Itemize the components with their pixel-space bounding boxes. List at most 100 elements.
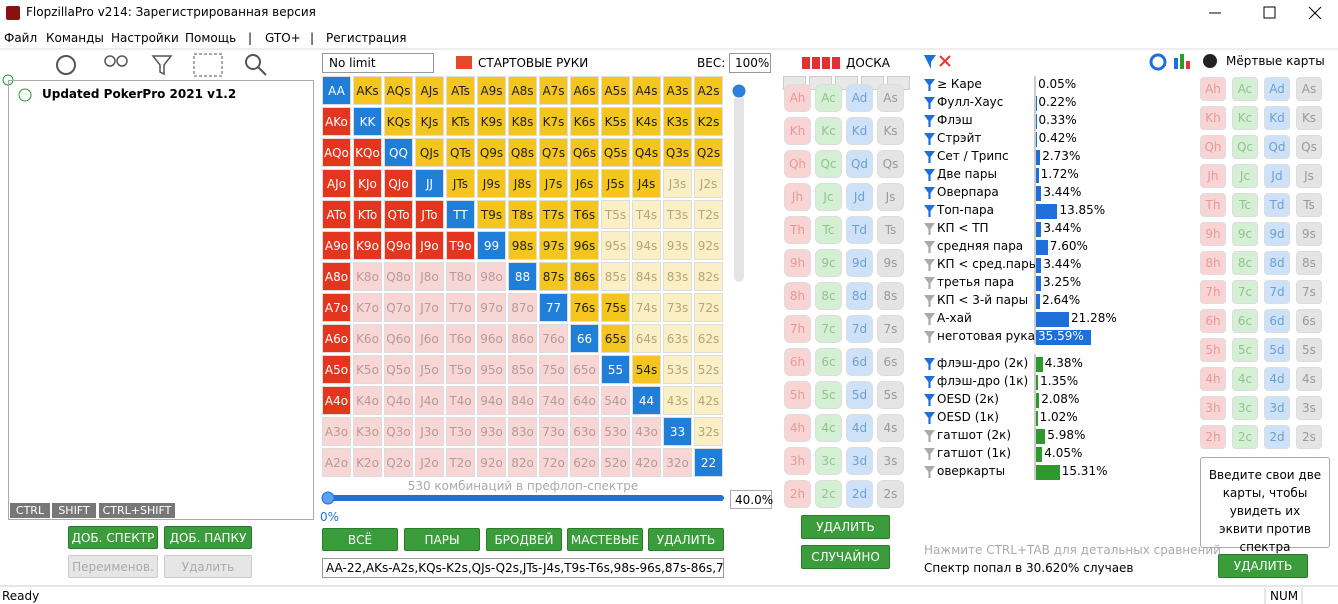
hand-cell[interactable]: 77 (539, 293, 568, 322)
hand-cell[interactable]: 62s (694, 324, 723, 353)
button[interactable]: Переименов. (68, 555, 158, 578)
board-card[interactable]: 3c (815, 447, 842, 475)
hand-cell[interactable]: Q8s (508, 138, 537, 167)
stat-label[interactable]: третья пара (937, 275, 1015, 289)
hand-cell[interactable]: 85o (508, 355, 537, 384)
hand-cell[interactable]: QTs (446, 138, 475, 167)
hand-cell[interactable]: 92s (694, 231, 723, 260)
hand-cell[interactable]: T6o (446, 324, 475, 353)
button[interactable]: УДАЛИТЬ (801, 515, 890, 539)
hand-cell[interactable]: 72s (694, 293, 723, 322)
hand-cell[interactable]: Q7s (539, 138, 568, 167)
dead-card[interactable]: Ac (1232, 77, 1258, 101)
menu-item[interactable]: Регистрация (326, 31, 407, 45)
hand-cell[interactable]: Q4s (632, 138, 661, 167)
hand-cell[interactable]: 76s (570, 293, 599, 322)
hand-cell[interactable]: QJo (384, 169, 413, 198)
filter-toggle[interactable] (924, 331, 935, 343)
stat-label[interactable]: Флэш (937, 113, 973, 127)
hand-cell[interactable]: 75s (601, 293, 630, 322)
chart-icon[interactable] (1174, 58, 1178, 69)
hand-cell[interactable]: Q5s (601, 138, 630, 167)
hand-cell[interactable]: A3s (663, 76, 692, 105)
hand-cell[interactable]: A2o (322, 448, 351, 477)
dead-card[interactable]: 7s (1296, 280, 1322, 304)
board-card[interactable]: As (877, 84, 904, 112)
dead-card[interactable]: 6s (1296, 309, 1322, 333)
board-card[interactable]: Tc (815, 216, 842, 244)
hand-cell[interactable]: 83o (508, 417, 537, 446)
hand-cell[interactable]: JJ (415, 169, 444, 198)
board-card[interactable]: 3h (784, 447, 811, 475)
dead-card[interactable]: 3h (1200, 396, 1226, 420)
hand-cell[interactable]: KTo (353, 200, 382, 229)
maximize[interactable] (1263, 6, 1276, 19)
dead-card[interactable]: 6d (1264, 309, 1290, 333)
dead-card[interactable]: 4d (1264, 367, 1290, 391)
players-icon[interactable] (104, 55, 116, 67)
stat-label[interactable]: гатшот (2к) (937, 428, 1012, 442)
board-card[interactable]: 7h (784, 315, 811, 343)
board-card[interactable]: 6s (877, 348, 904, 376)
hand-cell[interactable]: J7s (539, 169, 568, 198)
hand-cell[interactable]: A6o (322, 324, 351, 353)
hand-cell[interactable]: 73s (663, 293, 692, 322)
hand-cell[interactable]: T5o (446, 355, 475, 384)
hand-cell[interactable]: K8s (508, 107, 537, 136)
hand-cell[interactable]: 62o (570, 448, 599, 477)
board-card[interactable]: 7s (877, 315, 904, 343)
hand-cell[interactable]: 53s (663, 355, 692, 384)
dead-card[interactable]: Jd (1264, 164, 1290, 188)
hand-cell[interactable]: 42o (632, 448, 661, 477)
hand-cell[interactable]: Q4o (384, 386, 413, 415)
stat-label[interactable]: OESD (1к) (937, 410, 999, 424)
board-card[interactable]: 2d (846, 480, 873, 508)
board-card[interactable]: 4s (877, 414, 904, 442)
board-card[interactable]: Td (846, 216, 873, 244)
filter-toggle[interactable] (924, 151, 935, 163)
button[interactable]: УДАЛИТЬ (648, 528, 724, 551)
hand-cell[interactable]: 72o (539, 448, 568, 477)
board-card[interactable]: Jd (846, 183, 873, 211)
board-card[interactable]: 7c (815, 315, 842, 343)
board-card[interactable]: Jc (815, 183, 842, 211)
dead-card[interactable]: Ah (1200, 77, 1226, 101)
board-card[interactable]: 7d (846, 315, 873, 343)
filter-toggle[interactable] (924, 394, 935, 406)
hand-cell[interactable]: ATo (322, 200, 351, 229)
dead-card[interactable]: 9s (1296, 222, 1322, 246)
dead-card[interactable]: 2h (1200, 425, 1226, 449)
dead-card[interactable]: 7c (1232, 280, 1258, 304)
menu-item[interactable]: Команды (46, 31, 104, 45)
hand-cell[interactable]: A9s (477, 76, 506, 105)
hand-cell[interactable]: K9o (353, 231, 382, 260)
board-card[interactable]: Js (877, 183, 904, 211)
menu-item[interactable]: | (248, 31, 253, 45)
filter-toggle[interactable] (924, 79, 935, 91)
dead-card[interactable]: 5c (1232, 338, 1258, 362)
hand-cell[interactable]: 44 (632, 386, 661, 415)
hand-cell[interactable]: 52s (694, 355, 723, 384)
board-card[interactable]: Kc (815, 117, 842, 145)
hand-cell[interactable]: KJs (415, 107, 444, 136)
stat-label[interactable]: оверкарты (937, 464, 1006, 478)
dead-card[interactable]: Kc (1232, 106, 1258, 130)
filter-toggle[interactable] (924, 277, 935, 289)
hand-cell[interactable]: T2s (694, 200, 723, 229)
filter-toggle[interactable] (924, 313, 935, 325)
hand-cell[interactable]: K6s (570, 107, 599, 136)
filter-toggle[interactable] (924, 430, 935, 442)
hand-cell[interactable]: 84s (632, 262, 661, 291)
close[interactable] (1308, 6, 1322, 20)
board-card[interactable]: 8s (877, 282, 904, 310)
hand-cell[interactable]: A6s (570, 76, 599, 105)
stat-label[interactable]: флэш-дро (2к) (937, 356, 1029, 370)
filter-toggle[interactable] (924, 448, 935, 460)
hand-cell[interactable]: K9s (477, 107, 506, 136)
hand-cell[interactable]: AKo (322, 107, 351, 136)
board-card[interactable]: 3d (846, 447, 873, 475)
board-card[interactable]: 8c (815, 282, 842, 310)
dead-card[interactable]: Qh (1200, 135, 1226, 159)
hand-cell[interactable]: J8o (415, 262, 444, 291)
hand-cell[interactable]: 96o (477, 324, 506, 353)
